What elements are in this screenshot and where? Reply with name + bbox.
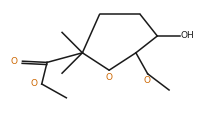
Text: O: O [30,79,37,88]
Text: O: O [143,76,150,85]
Text: OH: OH [181,31,195,41]
Text: O: O [11,57,18,66]
Text: O: O [106,73,113,82]
